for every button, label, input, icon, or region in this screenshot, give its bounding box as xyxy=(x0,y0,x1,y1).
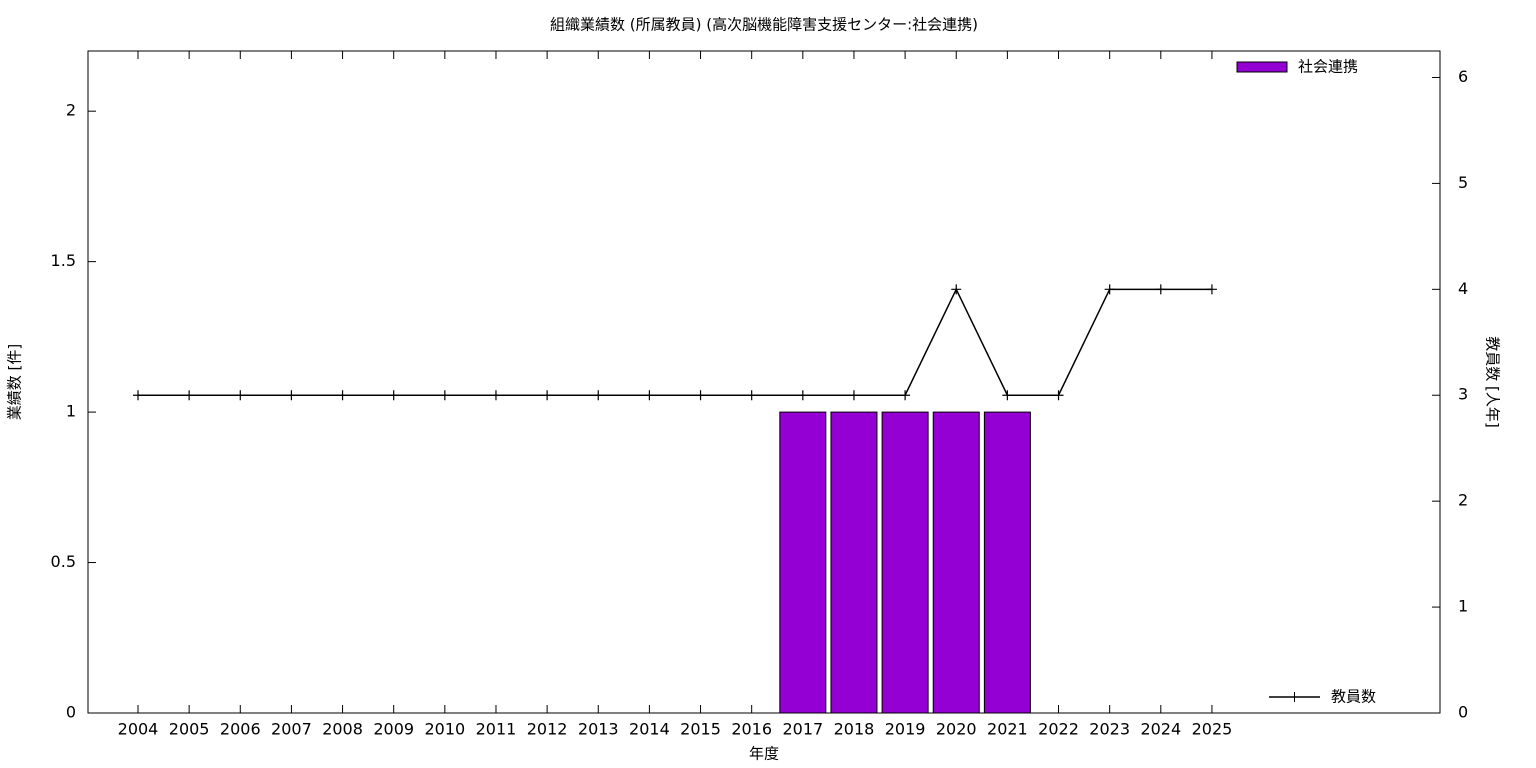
legend-label: 教員数 xyxy=(1331,688,1376,706)
point-marker xyxy=(235,390,246,401)
x-tick-label: 2022 xyxy=(1038,720,1079,739)
x-tick-label: 2008 xyxy=(322,720,363,739)
legend-swatch xyxy=(1236,61,1288,73)
point-marker xyxy=(797,390,808,401)
point-marker xyxy=(1155,284,1166,295)
x-tick-label: 2014 xyxy=(629,720,670,739)
y2-tick-label: 1 xyxy=(1458,597,1468,616)
x-tick-label: 2021 xyxy=(987,720,1028,739)
point-marker xyxy=(490,390,501,401)
y-tick-label: 1.5 xyxy=(51,251,76,270)
point-marker xyxy=(388,390,399,401)
point-marker xyxy=(184,390,195,401)
x-tick-label: 2005 xyxy=(169,720,210,739)
point-marker xyxy=(1206,284,1217,295)
point-marker xyxy=(644,390,655,401)
x-tick-label: 2010 xyxy=(424,720,465,739)
point-marker xyxy=(286,390,297,401)
y2-tick-label: 3 xyxy=(1458,385,1468,404)
point-marker xyxy=(1104,284,1115,295)
x-tick-label: 2017 xyxy=(782,720,823,739)
x-tick-label: 2004 xyxy=(118,720,159,739)
x-tick-label: 2013 xyxy=(578,720,619,739)
bar xyxy=(779,411,827,714)
x-tick-label: 2024 xyxy=(1140,720,1181,739)
point-marker xyxy=(337,390,348,401)
y-tick-label: 2 xyxy=(66,101,76,120)
x-tick-label: 2023 xyxy=(1089,720,1130,739)
y2-tick-label: 2 xyxy=(1458,491,1468,510)
line xyxy=(138,287,1212,396)
plot-frame xyxy=(87,50,1441,714)
point-marker xyxy=(695,390,706,401)
y2-tick-label: 6 xyxy=(1458,67,1468,86)
y-tick-label: 0 xyxy=(66,703,76,722)
x-tick-label: 2012 xyxy=(527,720,568,739)
point-marker xyxy=(1053,390,1064,401)
point-marker xyxy=(951,284,962,295)
y2-tick-label: 5 xyxy=(1458,173,1468,192)
legend-label: 社会連携 xyxy=(1298,58,1358,76)
x-tick-label: 2009 xyxy=(373,720,414,739)
point-marker xyxy=(593,390,604,401)
bar xyxy=(881,411,929,714)
point-marker xyxy=(900,390,911,401)
y2-axis-title: 教員数 [人年] xyxy=(1484,336,1502,427)
point-marker xyxy=(439,390,450,401)
point-marker xyxy=(1002,390,1013,401)
bar xyxy=(830,411,878,714)
x-axis-title: 年度 xyxy=(749,745,779,763)
y-axis-title: 業績数 [件] xyxy=(6,344,24,420)
point-marker xyxy=(848,390,859,401)
x-tick-label: 2018 xyxy=(834,720,875,739)
x-tick-label: 2019 xyxy=(885,720,926,739)
point-marker xyxy=(746,390,757,401)
y2-tick-label: 0 xyxy=(1458,703,1468,722)
point-marker xyxy=(133,390,143,401)
x-tick-label: 2006 xyxy=(220,720,261,739)
bar xyxy=(932,411,980,714)
x-tick-label: 2025 xyxy=(1192,720,1233,739)
x-tick-label: 2016 xyxy=(731,720,772,739)
bar xyxy=(983,411,1031,714)
point-marker xyxy=(542,390,553,401)
y2-tick-label: 4 xyxy=(1458,279,1468,298)
x-tick-label: 2007 xyxy=(271,720,312,739)
x-tick-label: 2011 xyxy=(476,720,517,739)
x-tick-label: 2015 xyxy=(680,720,721,739)
y-tick-label: 1 xyxy=(66,402,76,421)
chart-title: 組織業績数 (所属教員) (高次脳機能障害支援センター:社会連携) xyxy=(550,16,978,34)
y-tick-label: 0.5 xyxy=(51,552,76,571)
x-tick-label: 2020 xyxy=(936,720,977,739)
